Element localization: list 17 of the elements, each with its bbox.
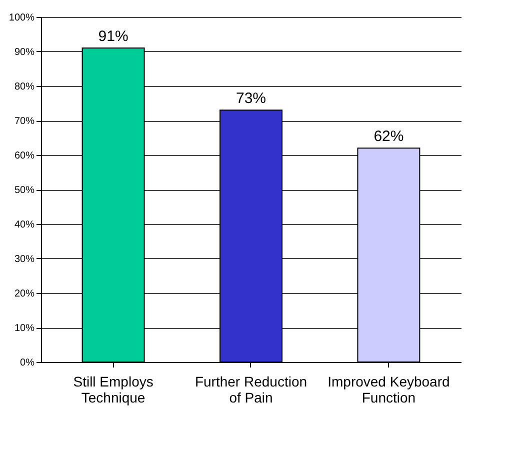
y-tick-label: 50% bbox=[14, 185, 35, 196]
data-label: 73% bbox=[236, 90, 266, 108]
y-tick-label: 60% bbox=[14, 150, 35, 162]
x-tick-label: Further Reduction of Pain bbox=[194, 374, 308, 406]
x-tick-label: Improved Keyboard Function bbox=[328, 374, 450, 406]
y-tick-label: 80% bbox=[14, 82, 35, 92]
y-tick-label: 90% bbox=[14, 47, 35, 58]
y-tick-label: 0% bbox=[20, 358, 35, 368]
y-tick-label: 30% bbox=[14, 254, 35, 265]
y-tick-label: 10% bbox=[14, 323, 35, 334]
y-tick-label: 20% bbox=[14, 288, 35, 300]
data-label: 62% bbox=[374, 128, 404, 146]
y-tick-label: 100% bbox=[8, 12, 35, 24]
y-tick-label: 40% bbox=[14, 220, 35, 230]
y-tick-label: 70% bbox=[14, 116, 35, 127]
x-tick-label: Still Employs Technique bbox=[73, 374, 154, 406]
data-label: 91% bbox=[98, 28, 128, 46]
